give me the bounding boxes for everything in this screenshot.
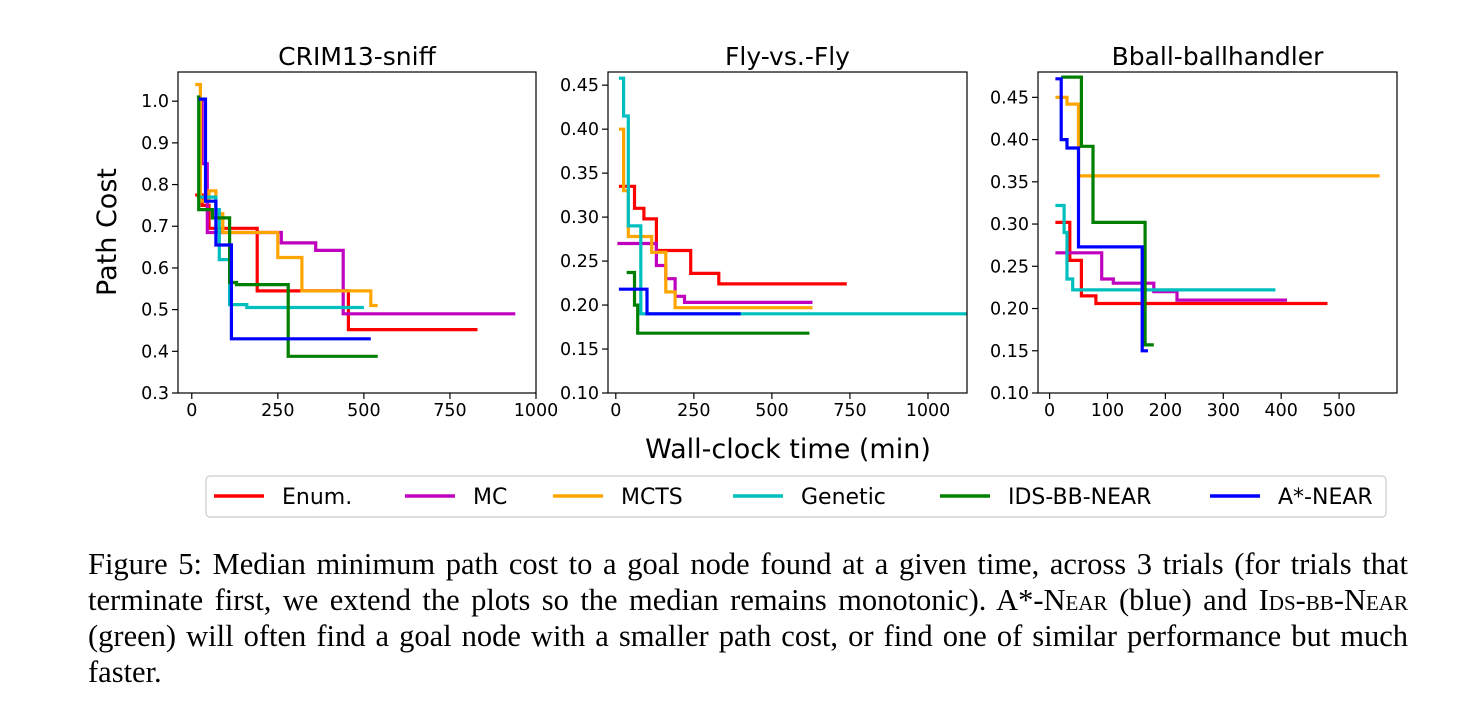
- y-tick-label: 0.35: [560, 164, 599, 184]
- x-tick-label: 0: [1044, 401, 1055, 421]
- y-tick-label: 0.15: [560, 340, 599, 360]
- legend-item: Genetic: [733, 485, 886, 510]
- panel-title: Fly-vs.-Fly: [725, 42, 850, 71]
- caption-text-2: (blue) and I: [1107, 583, 1269, 617]
- x-tick-label: 100: [1091, 401, 1124, 421]
- legend-frame: [205, 475, 1387, 518]
- legend-label: A*-NEAR: [1278, 485, 1373, 510]
- caption-near-smallcaps: ear: [1365, 583, 1408, 617]
- caption-text-3: N: [1343, 583, 1366, 617]
- legend-item: A*-NEAR: [1210, 485, 1373, 510]
- series-group: [1055, 75, 1380, 353]
- legend-label: MCTS: [621, 485, 683, 510]
- y-tick-label: 0.20: [560, 296, 599, 316]
- legend-item: IDS-BB-NEAR: [940, 485, 1151, 510]
- y-tick-label: 0.40: [990, 131, 1029, 151]
- legend-label: Enum.: [282, 485, 352, 510]
- y-tick-label: 0.40: [560, 120, 599, 140]
- x-tick-label: 500: [1322, 401, 1355, 421]
- y-tick-label: 0.7: [141, 217, 169, 237]
- y-tick-label: 0.25: [990, 257, 1029, 277]
- panel-title: Bball-ballhandler: [1112, 42, 1325, 71]
- x-tick-label: 500: [347, 401, 380, 421]
- y-tick-label: 0.10: [560, 384, 599, 404]
- x-tick-label: 1000: [514, 401, 559, 421]
- x-tick-label: 250: [261, 401, 294, 421]
- caption-ids-smallcaps: ds-bb-: [1268, 583, 1344, 617]
- y-tick-label: 0.20: [990, 300, 1029, 320]
- panel-3: Bball-ballhandler 0 100 200 300 400 500 0.10 0.1…: [990, 42, 1398, 421]
- x-tick-label: 750: [433, 401, 466, 421]
- y-tick-label: 0.25: [560, 252, 599, 272]
- panel-2: Fly-vs.-Fly 0 250 500 750 1000 0.10 0.15 0.20 0.2…: [560, 42, 968, 421]
- x-tick-label: 500: [755, 401, 788, 421]
- y-tick-label: 0.9: [141, 134, 169, 154]
- caption-astar-smallcaps: ear: [1065, 583, 1108, 617]
- y-tick-label: 0.8: [141, 176, 169, 196]
- series-line-genetic: [1055, 203, 1276, 292]
- x-tick-label: 1000: [906, 401, 951, 421]
- series-line-enum-: [195, 193, 478, 332]
- legend-item: MCTS: [553, 485, 683, 510]
- x-tick-label: 750: [833, 401, 866, 421]
- series-line-a-near: [198, 97, 371, 341]
- x-tick-label: 0: [186, 401, 197, 421]
- series-line-mc: [1055, 251, 1287, 302]
- series-line-ids-bb-near: [196, 95, 378, 358]
- y-tick-label: 0.30: [560, 208, 599, 228]
- y-tick-label: 0.10: [990, 384, 1029, 404]
- series-line-mc: [198, 99, 516, 316]
- series-line-mcts: [618, 127, 813, 310]
- y-tick-label: 0.45: [990, 88, 1029, 108]
- panel-1: CRIM13-sniff 0 250 500 750 1000 0.3 0.4 0.5 0.6 0.…: [141, 42, 558, 421]
- legend-label: IDS-BB-NEAR: [1008, 485, 1151, 510]
- y-tick-label: 0.4: [141, 342, 169, 362]
- y-tick-label: 1.0: [141, 92, 169, 112]
- series-line-ids-bb-near: [626, 270, 810, 335]
- series-line-ids-bb-near: [1061, 75, 1154, 347]
- x-tick-label: 300: [1207, 401, 1240, 421]
- legend-label: Genetic: [801, 485, 886, 510]
- series-line-mcts: [195, 82, 378, 308]
- series-group: [195, 82, 516, 358]
- y-tick-label: 0.30: [990, 215, 1029, 235]
- legend-item: MC: [405, 485, 507, 510]
- x-tick-label: 200: [1149, 401, 1182, 421]
- caption-text-4: (green) will often find a goal node with…: [88, 619, 1408, 689]
- legend-item: Enum.: [214, 485, 352, 510]
- plot-frame: [177, 71, 537, 394]
- plot-frame: [607, 71, 968, 394]
- x-axis-label: Wall-clock time (min): [645, 434, 931, 465]
- y-tick-label: 0.45: [560, 76, 599, 96]
- legend: Enum. MC MCTS Genetic IDS-BB-NEAR A*-NEAR: [205, 475, 1387, 518]
- y-tick-label: 0.6: [141, 259, 169, 279]
- panel-title: CRIM13-sniff: [278, 42, 436, 71]
- series-line-a-near: [618, 287, 741, 316]
- figure-caption: Figure 5: Median minimum path cost to a …: [88, 546, 1408, 690]
- series-group: [617, 76, 967, 335]
- y-tick-label: 0.35: [990, 173, 1029, 193]
- series-line-genetic: [618, 76, 967, 316]
- plot-frame: [1037, 71, 1398, 394]
- y-tick-label: 0.3: [141, 384, 169, 404]
- x-tick-label: 400: [1264, 401, 1297, 421]
- legend-label: MC: [473, 485, 507, 510]
- x-tick-label: 250: [677, 401, 710, 421]
- caption-text: Figure 5: Median minimum path cost to a …: [88, 547, 1408, 617]
- series-line-mcts: [1055, 95, 1380, 178]
- series-line-mc: [617, 241, 813, 304]
- y-tick-label: 0.5: [141, 301, 169, 321]
- series-line-a-near: [1055, 77, 1148, 353]
- series-line-enum-: [1055, 220, 1328, 306]
- series-line-enum-: [618, 184, 847, 286]
- y-axis-label: Path Cost: [92, 168, 123, 296]
- y-tick-label: 0.15: [990, 342, 1029, 362]
- x-tick-label: 0: [610, 401, 621, 421]
